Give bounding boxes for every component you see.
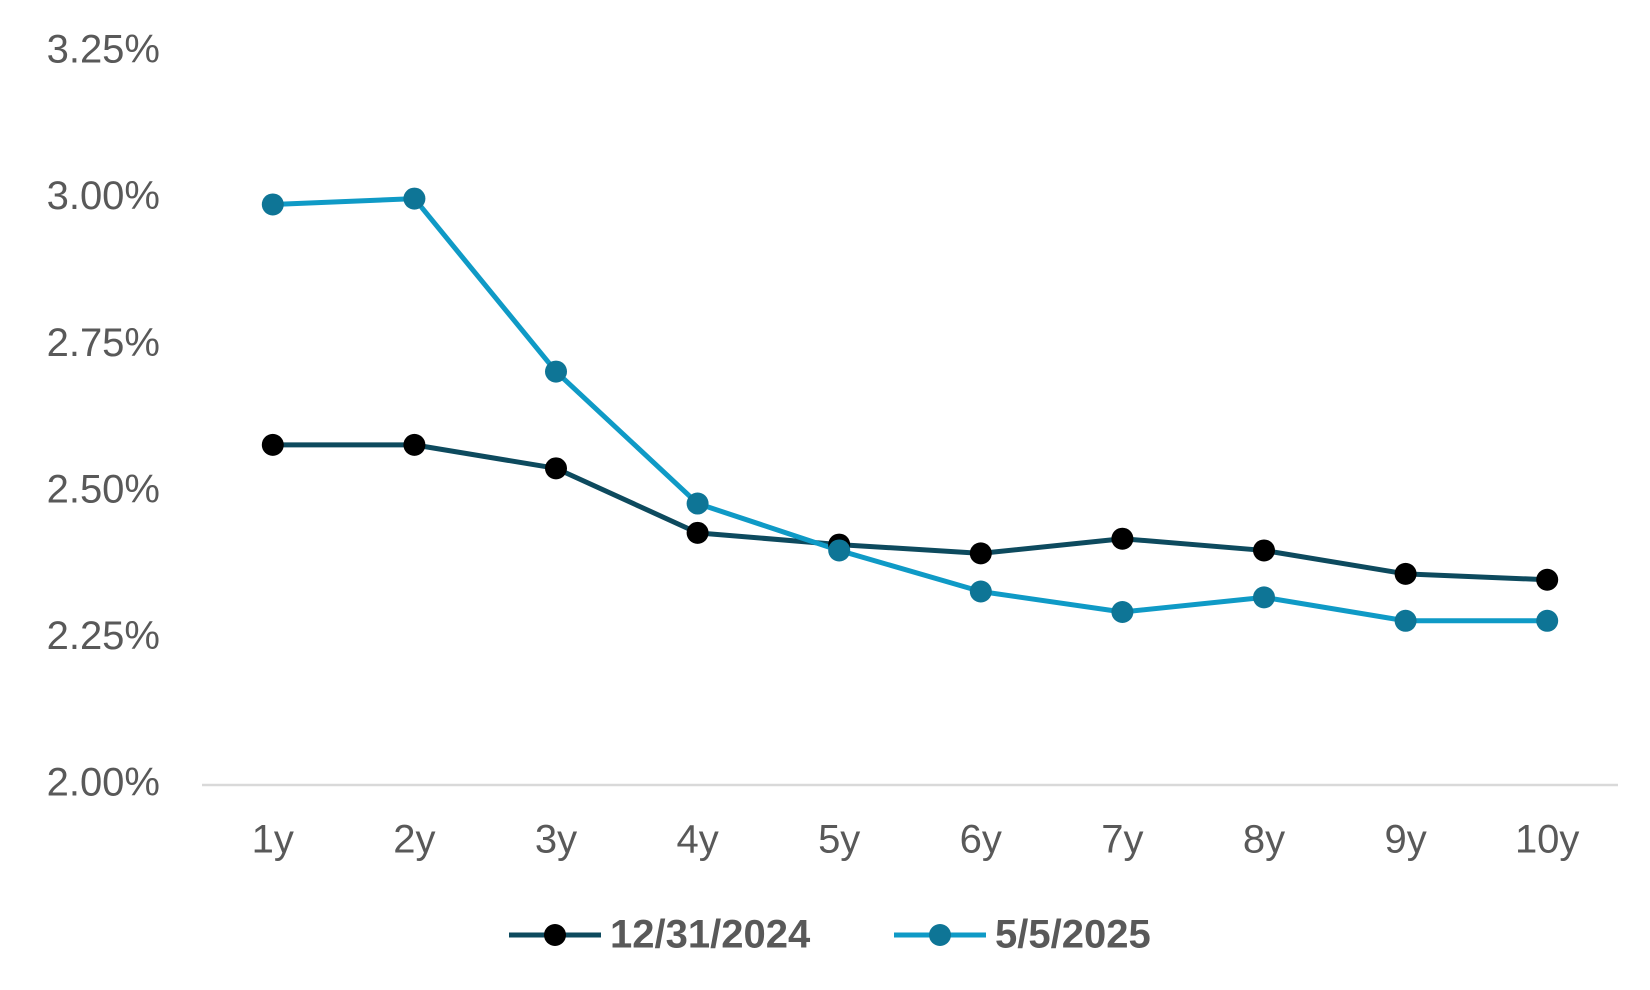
- x-tick-label: 4y: [676, 818, 718, 862]
- data-point: [1111, 601, 1134, 624]
- data-point: [403, 433, 426, 456]
- data-point: [403, 187, 426, 210]
- legend-label: 5/5/2025: [995, 913, 1151, 957]
- data-point: [686, 521, 709, 544]
- data-point: [1394, 562, 1417, 585]
- legend-marker: [929, 924, 951, 946]
- y-tick-label: 2.50%: [47, 467, 160, 511]
- x-tick-label: 6y: [960, 818, 1002, 862]
- data-point: [828, 539, 851, 562]
- legend-label: 12/31/2024: [610, 913, 811, 957]
- data-point: [1111, 527, 1134, 550]
- data-point: [545, 457, 567, 480]
- data-point: [1536, 609, 1559, 632]
- data-point: [1394, 609, 1417, 632]
- data-point: [969, 580, 992, 603]
- data-point: [261, 433, 284, 456]
- x-tick-label: 9y: [1384, 818, 1426, 862]
- x-tick-label: 7y: [1101, 818, 1143, 862]
- y-tick-label: 2.00%: [47, 761, 160, 805]
- x-tick-label: 10y: [1515, 818, 1580, 862]
- series-line: [272, 442, 1548, 583]
- x-tick-label: 5y: [818, 818, 860, 862]
- x-tick-label: 3y: [535, 818, 577, 862]
- legend-marker: [544, 924, 566, 946]
- series-line: [272, 196, 1548, 624]
- y-tick-label: 2.75%: [47, 321, 160, 365]
- x-tick-label: 8y: [1243, 818, 1285, 862]
- y-tick-label: 2.25%: [47, 614, 160, 658]
- data-point: [1253, 539, 1275, 562]
- x-tick-label: 2y: [393, 818, 435, 862]
- data-point: [1253, 586, 1275, 609]
- y-tick-label: 3.00%: [47, 174, 160, 218]
- data-point: [969, 542, 992, 565]
- y-tick-label: 3.25%: [47, 28, 160, 72]
- data-point: [545, 360, 567, 383]
- data-point: [261, 193, 284, 216]
- data-point: [686, 492, 709, 515]
- data-point: [1536, 568, 1559, 591]
- x-tick-label: 1y: [252, 818, 294, 862]
